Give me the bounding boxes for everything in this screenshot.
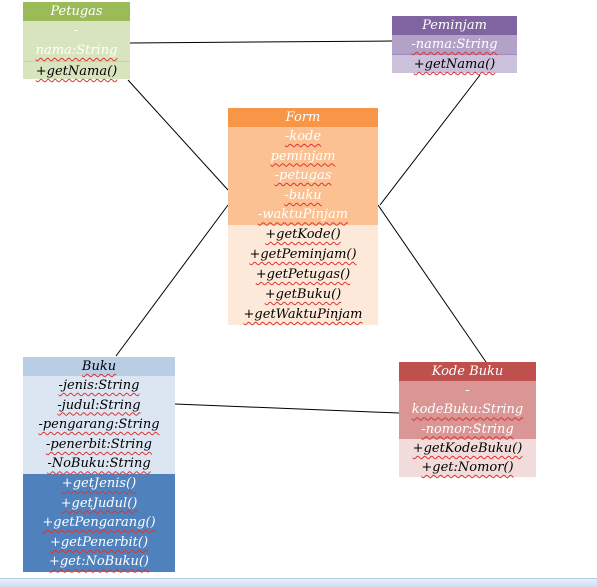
method: +getWaktuPinjam <box>243 307 363 322</box>
class-kodebuku-methods: +getKodeBuku() +get:Nomor() <box>399 439 536 477</box>
class-kodebuku: Kode Buku - kodeBuku:String -nomor:Strin… <box>399 362 536 477</box>
attribute: -judul:String <box>57 397 141 413</box>
class-form-methods: +getKode() +getPeminjam() +getPetugas() … <box>228 225 378 325</box>
class-peminjam-attributes: -nama:String <box>392 35 517 54</box>
class-petugas-header: Petugas <box>23 2 130 21</box>
method: +getPenerbit() <box>49 534 149 550</box>
attribute: - <box>465 383 470 398</box>
attribute: kodeBuku:String <box>411 402 524 418</box>
method: +getNama() <box>413 57 496 72</box>
class-title: Petugas <box>50 4 103 19</box>
method: +getKode() <box>265 227 341 242</box>
class-kodebuku-header: Kode Buku <box>399 362 536 381</box>
attribute: -pengarang:String <box>38 417 160 433</box>
connector-form-kodebuku <box>377 204 487 363</box>
attribute: -waktuPinjam <box>257 207 349 223</box>
attribute: - <box>74 23 79 38</box>
attribute: peminjam <box>270 148 336 164</box>
attribute: -penerbit:String <box>46 436 152 452</box>
method: +get:Nomor() <box>421 460 514 475</box>
class-title: Buku <box>81 359 117 374</box>
method: +getJudul() <box>60 495 138 511</box>
attribute: nama:String <box>35 43 118 58</box>
method: +get:NoBuku() <box>48 554 150 570</box>
class-kodebuku-attributes: - kodeBuku:String -nomor:String <box>399 381 536 439</box>
connector-petugas-form <box>127 79 229 191</box>
class-form: Form -kode peminjam -petugas -buku -wakt… <box>228 108 378 325</box>
method: +getKodeBuku() <box>412 441 523 456</box>
attribute: -buku <box>284 187 322 203</box>
connector-petugas-peminjam <box>129 40 393 44</box>
attribute: -petugas <box>274 168 332 184</box>
attribute: -NoBuku:String <box>47 456 151 472</box>
class-petugas-attributes: - nama:String <box>23 21 130 61</box>
method: +getJenis() <box>61 476 137 491</box>
class-form-attributes: -kode peminjam -petugas -buku -waktuPinj… <box>228 127 378 225</box>
method: +getBuku() <box>264 287 342 302</box>
class-petugas: Petugas - nama:String +getNama() <box>23 2 130 79</box>
class-buku-methods: +getJenis() +getJudul() +getPengarang() … <box>23 474 175 572</box>
class-title: Peminjam <box>422 18 487 33</box>
class-petugas-methods: +getNama() <box>23 61 130 79</box>
attribute: -kode <box>284 129 322 144</box>
connector-peminjam-form <box>379 74 481 206</box>
attribute: -nama:String <box>411 37 498 52</box>
attribute: -nomor:String <box>421 421 514 437</box>
class-buku-header: Buku <box>23 357 175 376</box>
class-peminjam-header: Peminjam <box>392 16 517 35</box>
class-title: Kode Buku <box>431 364 504 379</box>
attribute: -jenis:String <box>58 378 140 393</box>
method: +getNama() <box>35 64 118 79</box>
class-form-header: Form <box>228 108 378 127</box>
window-bottom-strip <box>0 578 597 587</box>
class-title: Form <box>285 110 321 125</box>
class-peminjam: Peminjam -nama:String +getNama() <box>392 16 517 73</box>
method: +getPeminjam() <box>249 247 357 262</box>
class-buku: Buku -jenis:String -judul:String -pengar… <box>23 357 175 572</box>
method: +getPetugas() <box>255 267 351 282</box>
connector-buku-kodebuku <box>174 403 400 414</box>
method: +getPengarang() <box>42 515 156 531</box>
class-buku-attributes: -jenis:String -judul:String -pengarang:S… <box>23 376 175 474</box>
class-peminjam-methods: +getNama() <box>392 54 517 73</box>
connector-form-buku <box>115 204 229 357</box>
